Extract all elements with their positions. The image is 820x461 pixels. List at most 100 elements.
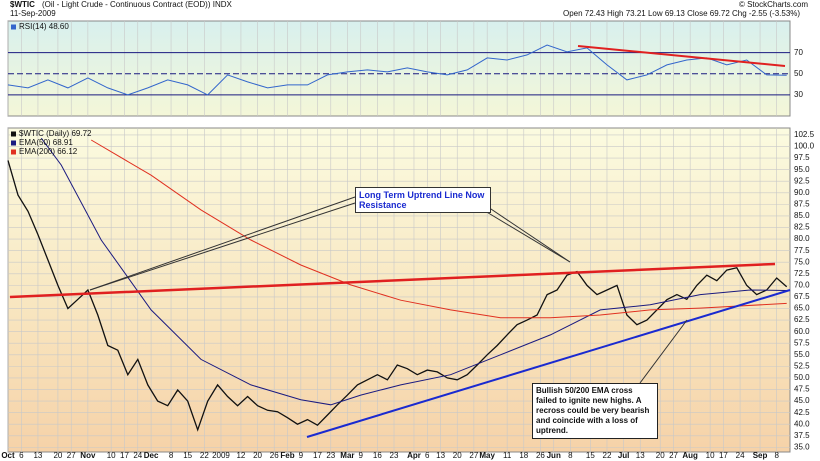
x-tick-label: 27 <box>67 451 76 460</box>
x-tick-label: Dec <box>144 451 159 460</box>
y-tick-label: 100.0 <box>794 142 815 151</box>
resistance-line <box>9 262 776 299</box>
y-tick-label: 82.5 <box>794 223 810 232</box>
x-tick-label: 13 <box>33 451 42 460</box>
x-tick-label: 20 <box>656 451 665 460</box>
x-tick-label: 16 <box>373 451 382 460</box>
symbol: $WTIC <box>10 0 35 9</box>
x-tick-label: 24 <box>736 451 745 460</box>
x-tick-label: 18 <box>519 451 528 460</box>
y-tick-label: 67.5 <box>794 292 810 301</box>
annotation: Bullish 50/200 EMA cross failed to ignit… <box>532 383 658 439</box>
instrument-name: (Oil - Light Crude - Continuous Contract… <box>42 0 233 9</box>
x-tick-label: 8 <box>774 451 779 460</box>
quote: Open 72.43 High 73.21 Low 69.13 Close 69… <box>563 9 800 18</box>
x-tick-label: 2009 <box>212 451 230 460</box>
y-tick-label: 50 <box>794 69 803 78</box>
y-tick-label: 62.5 <box>794 315 810 324</box>
copyright: © StockCharts.com <box>739 0 808 9</box>
x-tick-label: 13 <box>436 451 445 460</box>
y-tick-label: 57.5 <box>794 338 810 347</box>
y-tick-label: 92.5 <box>794 176 810 185</box>
x-tick-label: 27 <box>669 451 678 460</box>
x-tick-label: 26 <box>270 451 279 460</box>
x-tick-label: 11 <box>503 451 512 460</box>
y-tick-label: 60.0 <box>794 327 810 336</box>
x-tick-label: 15 <box>586 451 595 460</box>
x-tick-label: 22 <box>200 451 209 460</box>
legend-swatch <box>11 24 16 30</box>
x-tick-label: 8 <box>568 451 573 460</box>
y-tick-label: 52.5 <box>794 361 810 370</box>
legend-label: $WTIC (Daily) 69.72 <box>19 129 92 138</box>
x-tick-label: Apr <box>407 451 421 460</box>
y-tick-label: 85.0 <box>794 211 810 220</box>
y-tick-label: 87.5 <box>794 199 810 208</box>
x-tick-label: 23 <box>326 451 335 460</box>
y-tick-label: 72.5 <box>794 269 810 278</box>
series-line <box>7 44 787 96</box>
legend-swatch <box>11 140 16 146</box>
x-tick-label: Nov <box>80 451 96 460</box>
x-tick-label: Jul <box>618 451 630 460</box>
callout-line <box>484 210 571 263</box>
x-tick-label: Aug <box>682 451 698 460</box>
support-line <box>306 289 791 438</box>
x-tick-label: 27 <box>469 451 478 460</box>
y-tick-label: 42.5 <box>794 408 810 417</box>
x-tick-label: 24 <box>133 451 142 460</box>
price-panel <box>7 127 791 453</box>
rsi-panel <box>7 20 791 117</box>
y-tick-label: 90.0 <box>794 188 810 197</box>
date: 11-Sep-2009 <box>10 9 56 18</box>
x-tick-label: 15 <box>183 451 192 460</box>
x-tick-label: Oct <box>1 451 15 460</box>
x-tick-label: 12 <box>236 451 245 460</box>
y-tick-label: 50.0 <box>794 373 810 382</box>
y-tick-label: 45.0 <box>794 396 810 405</box>
x-tick-label: 20 <box>53 451 62 460</box>
y-tick-label: 95.0 <box>794 165 810 174</box>
x-tick-label: 13 <box>636 451 645 460</box>
x-tick-label: 22 <box>603 451 612 460</box>
y-tick-label: 102.5 <box>794 130 815 139</box>
x-tick-label: Sep <box>753 451 768 460</box>
y-tick-label: 77.5 <box>794 246 810 255</box>
y-tick-label: 35.0 <box>794 442 810 451</box>
x-tick-label: 9 <box>359 451 364 460</box>
y-tick-label: 75.0 <box>794 257 810 266</box>
y-tick-label: 37.5 <box>794 431 810 440</box>
y-tick-label: 55.0 <box>794 350 810 359</box>
x-tick-label: Mar <box>340 451 354 460</box>
x-tick-label: 20 <box>253 451 262 460</box>
rsi-trend-line <box>577 45 786 67</box>
legend-label: EMA(200) 66.12 <box>19 147 78 156</box>
x-tick-label: 10 <box>706 451 715 460</box>
annotation: Long Term Uptrend Line Now Resistance <box>355 187 491 213</box>
x-tick-label: 26 <box>536 451 545 460</box>
callout-line <box>484 204 571 263</box>
y-tick-label: 97.5 <box>794 153 810 162</box>
callout-line <box>89 202 356 291</box>
series-line <box>40 137 787 406</box>
x-tick-label: Jun <box>547 451 561 460</box>
callout-line <box>89 196 356 291</box>
legend-swatch <box>11 149 16 155</box>
series-line <box>90 139 787 319</box>
x-tick-label: 8 <box>169 451 174 460</box>
legend-swatch <box>11 131 16 137</box>
callout-line <box>639 319 688 384</box>
x-tick-label: 17 <box>120 451 129 460</box>
x-tick-label: 6 <box>425 451 430 460</box>
y-tick-label: 80.0 <box>794 234 810 243</box>
y-tick-label: 70 <box>794 48 803 57</box>
x-tick-label: 17 <box>719 451 728 460</box>
legend-label: RSI(14) 48.60 <box>19 22 69 31</box>
x-tick-label: May <box>479 451 495 460</box>
y-tick-label: 65.0 <box>794 304 810 313</box>
y-tick-label: 70.0 <box>794 280 810 289</box>
y-tick-label: 30 <box>794 90 803 99</box>
legend-label: EMA(50) 68.91 <box>19 138 73 147</box>
